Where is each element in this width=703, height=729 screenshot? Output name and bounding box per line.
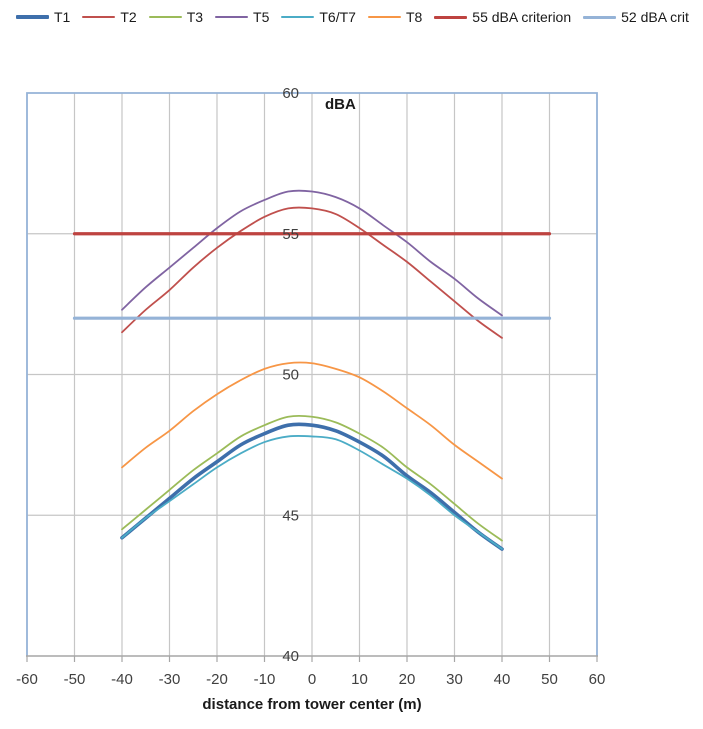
legend-item-T2: T2 <box>82 9 137 25</box>
legend-item-T8: T8 <box>367 9 423 25</box>
legend-swatch <box>434 15 468 19</box>
legend-item-55-dBA-criterion: 55 dBA criterion <box>434 9 571 25</box>
legend-swatch <box>148 16 182 18</box>
x-tick-label--40: -40 <box>111 671 133 688</box>
legend-label: 55 dBA criterion <box>472 9 572 25</box>
legend-label: T8 <box>405 9 423 25</box>
series-line-T8 <box>121 361 503 480</box>
x-tick-label-50: 50 <box>541 671 558 688</box>
x-tick-label--50: -50 <box>64 671 86 688</box>
x-tick-label-20: 20 <box>399 671 416 688</box>
series-line-T6-T7 <box>121 434 503 550</box>
series-line-T1 <box>120 422 504 551</box>
legend-label: T3 <box>186 9 204 25</box>
series-layer <box>72 189 552 551</box>
x-tick-label--30: -30 <box>159 671 181 688</box>
y-tick-label-50: 50 <box>282 367 299 384</box>
x-tick-label-30: 30 <box>446 671 463 688</box>
series-line-T3 <box>121 414 503 542</box>
legend-label: T2 <box>120 9 137 25</box>
x-tick-label--20: -20 <box>206 671 228 688</box>
legend-swatch <box>82 16 116 18</box>
legend-swatch <box>16 15 49 19</box>
label-layer: 40 45 50 55 60 -60 -50 -40 -30 -20 -10 0 10 20 30 40 50 6… <box>16 85 605 688</box>
legend-label: 52 dBA crit <box>621 9 689 25</box>
legend-label: T1 <box>54 9 71 25</box>
y-tick-label-45: 45 <box>282 507 299 524</box>
legend-item-T6-T7: T6/T7 <box>281 9 356 25</box>
legend-item-T5: T5 <box>215 9 269 25</box>
x-tick-label--10: -10 <box>254 671 276 688</box>
legend-swatch <box>367 16 401 18</box>
x-tick-label-60: 60 <box>589 671 606 688</box>
x-axis-title: distance from tower center (m) <box>202 696 421 713</box>
series-line-T2 <box>121 206 503 339</box>
plot-border <box>26 92 598 656</box>
chart-legend: T1 T2 T3 T5 T6/T7 T8 55 dBA criterion 52 dBA cr… <box>16 7 689 27</box>
x-tick-label-40: 40 <box>494 671 511 688</box>
grid-layer <box>26 92 598 662</box>
x-tick-label-10: 10 <box>351 671 368 688</box>
legend-swatch <box>215 16 249 18</box>
legend-swatch <box>281 16 315 18</box>
y-tick-label-60: 60 <box>282 85 299 102</box>
x-tick-label--60: -60 <box>16 671 38 688</box>
legend-item-T1: T1 <box>16 9 70 25</box>
x-tick-label-0: 0 <box>308 671 316 688</box>
series-line-T5 <box>121 189 503 317</box>
legend-label: T5 <box>253 9 270 25</box>
legend-item-T3: T3 <box>148 9 204 25</box>
chart-title: dBA <box>325 96 356 113</box>
legend-swatch <box>583 15 617 19</box>
y-tick-label-40: 40 <box>282 648 299 665</box>
legend-label: T6/T7 <box>319 9 356 25</box>
y-tick-label-55: 55 <box>282 226 299 243</box>
legend-item-52-dBA-crit: 52 dBA crit <box>583 9 689 25</box>
